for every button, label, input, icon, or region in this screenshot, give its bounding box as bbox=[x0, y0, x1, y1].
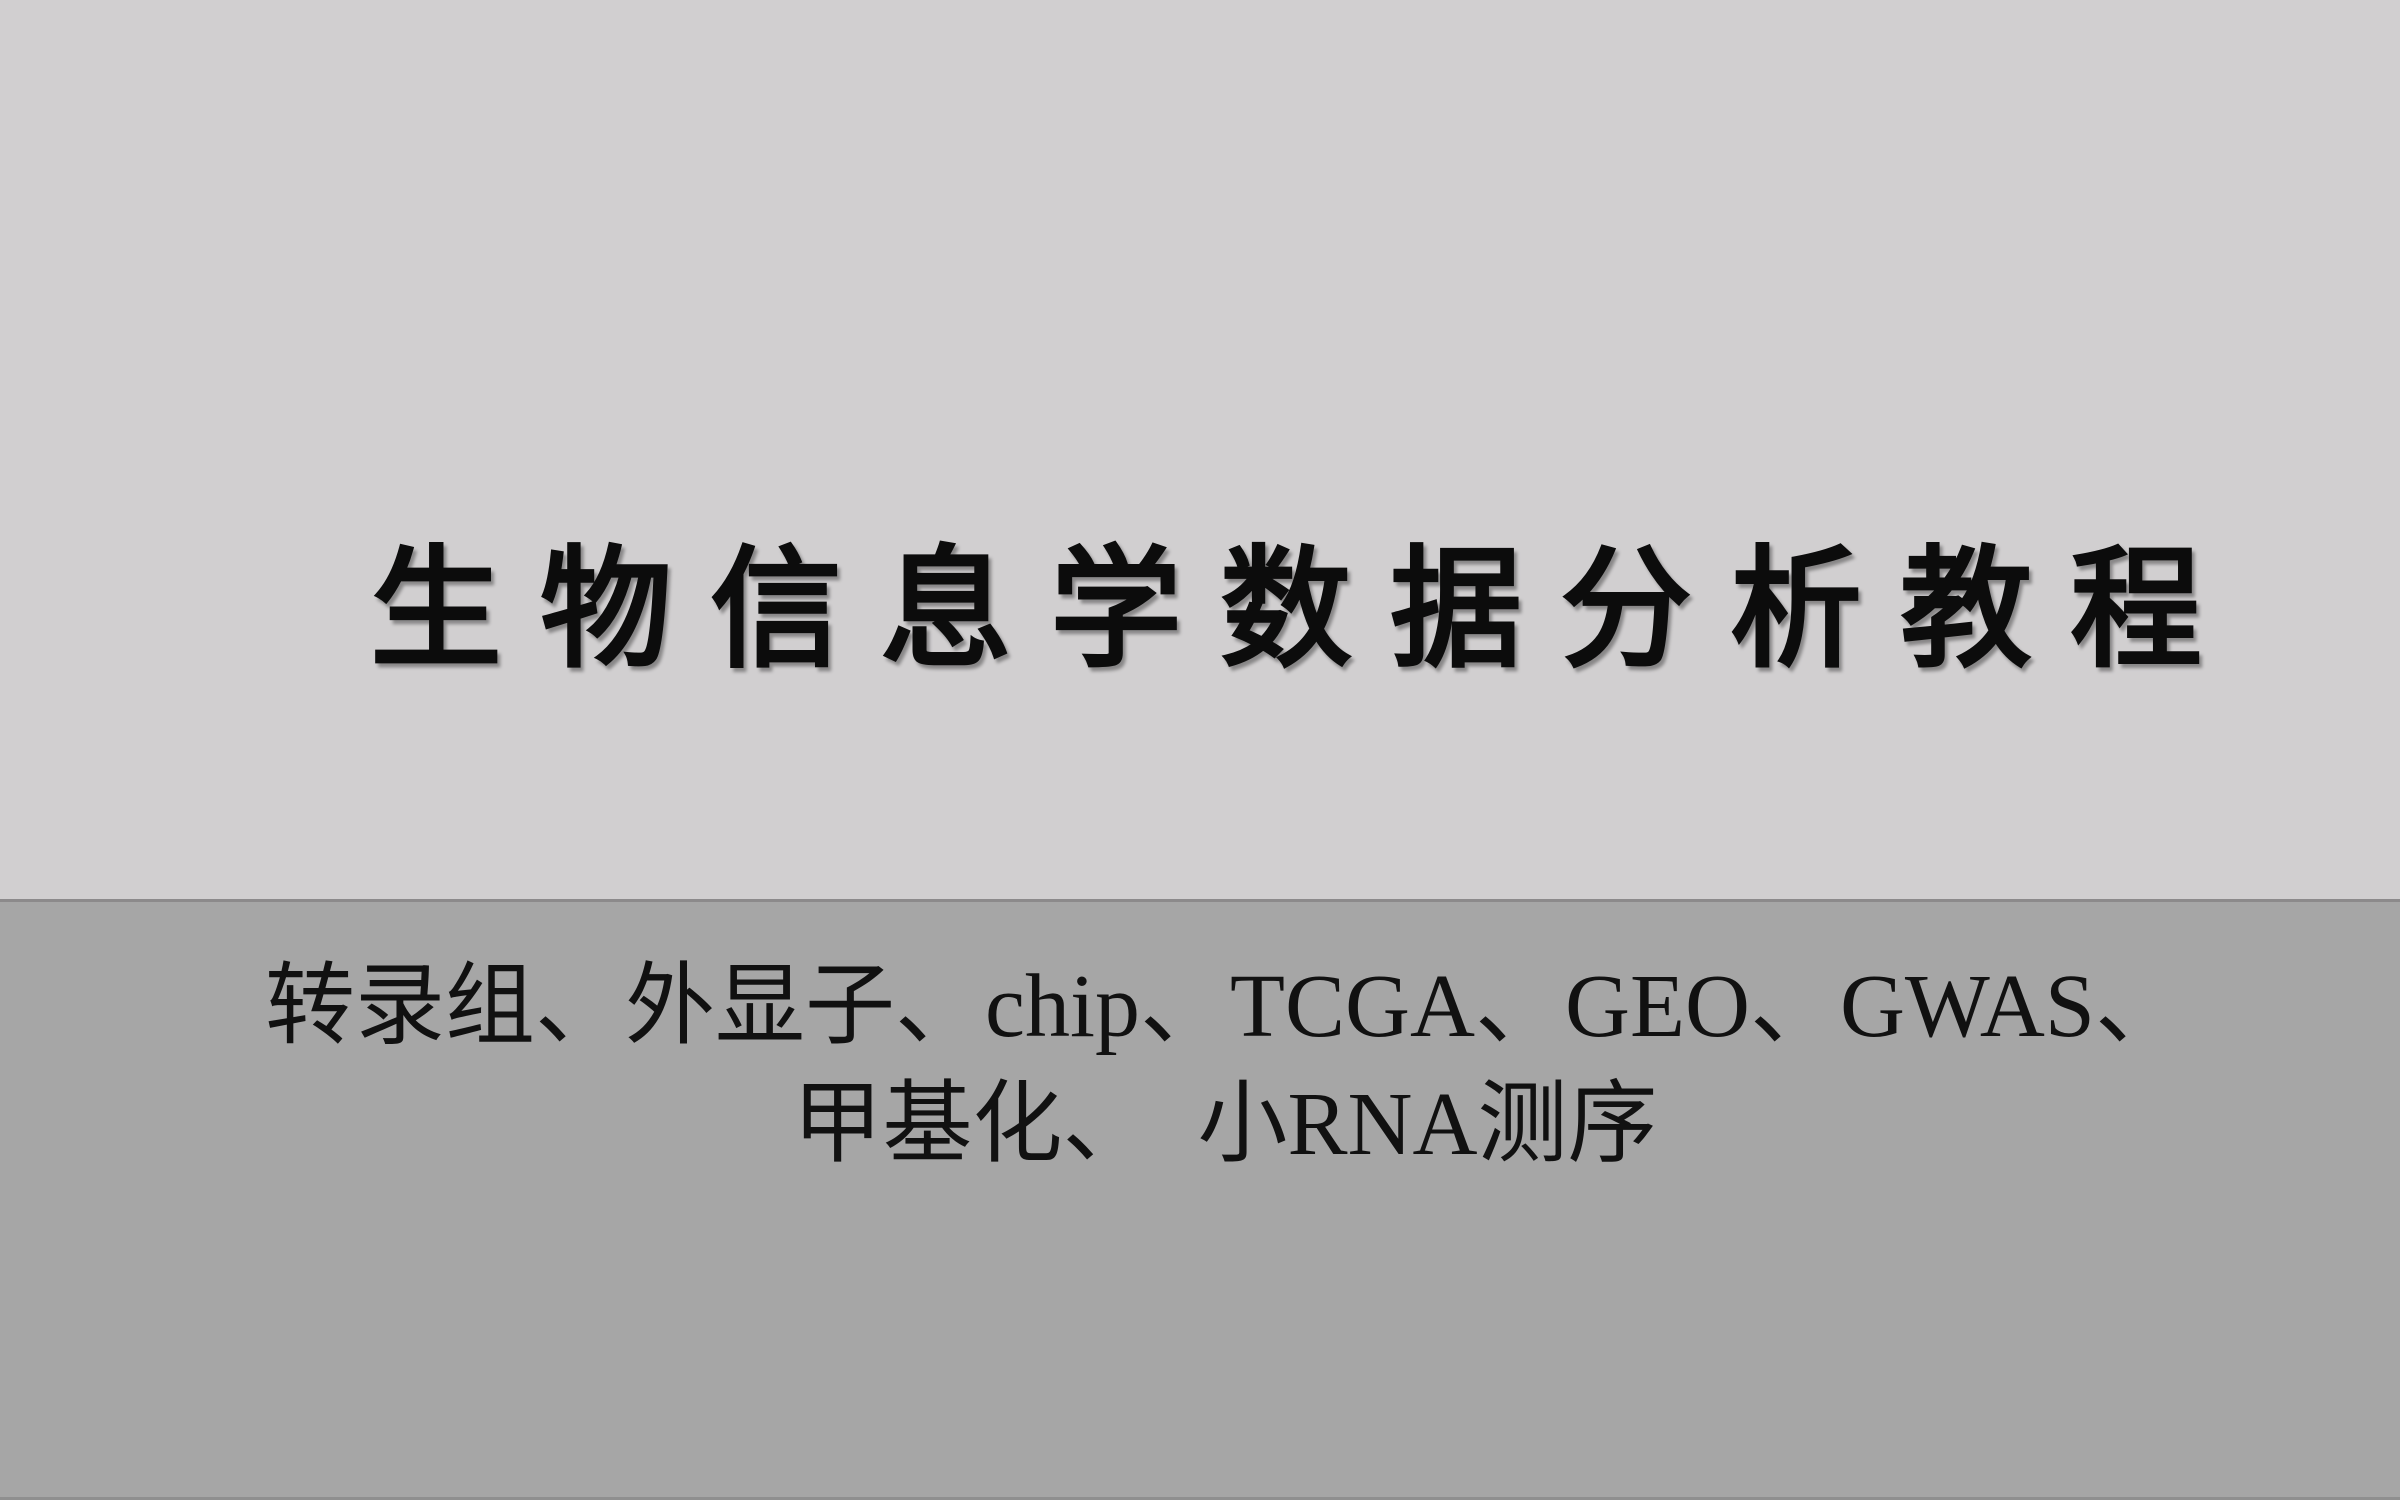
bottom-edge-line bbox=[0, 1497, 2400, 1500]
title-area bbox=[0, 0, 2400, 899]
slide-title: 生物信息学数据分析教程 bbox=[370, 532, 2240, 687]
subtitle-line-2: 甲基化、 小RNA测序 bbox=[792, 1075, 1658, 1174]
subtitle-line-1: 转录组、外显子、chip、TCGA、GEO、GWAS、 bbox=[265, 957, 2185, 1056]
section-divider bbox=[0, 899, 2400, 902]
slide-subtitle: 转录组、外显子、chip、TCGA、GEO、GWAS、 甲基化、 小RNA测序 bbox=[140, 948, 2310, 1184]
subtitle-area bbox=[0, 902, 2400, 1498]
